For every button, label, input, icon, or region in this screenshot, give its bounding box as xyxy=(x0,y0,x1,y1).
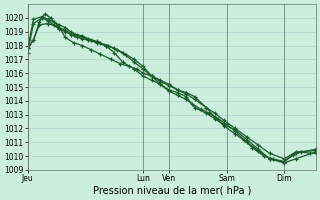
X-axis label: Pression niveau de la mer( hPa ): Pression niveau de la mer( hPa ) xyxy=(92,186,251,196)
